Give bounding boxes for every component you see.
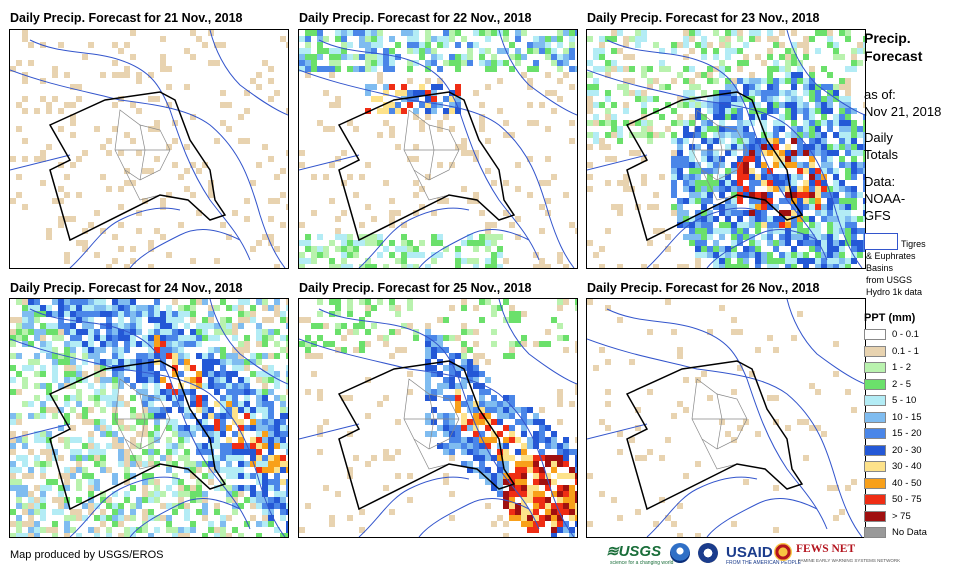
panel-title-22: Daily Precip. Forecast for 22 Nov., 2018	[299, 11, 532, 25]
usaid-tagline: FROM THE AMERICAN PEOPLE	[726, 560, 801, 566]
usgs-logo: ≋USGS	[606, 543, 662, 560]
usaid-seal-icon	[698, 543, 718, 563]
legend-swatch	[864, 527, 886, 538]
legend-label: 1 - 2	[892, 362, 912, 373]
basin-line5: Hydro 1k data	[866, 287, 923, 297]
legend-label: > 75	[892, 510, 911, 522]
asof-block: as of: Nov 21, 2018	[864, 86, 941, 120]
fews-net-logo: FEWS NET	[796, 543, 856, 555]
map-canvas	[587, 30, 865, 268]
panel-title-24: Daily Precip. Forecast for 24 Nov., 2018	[10, 281, 243, 295]
forecast-map-25	[298, 298, 578, 538]
legend-label: 2 - 5	[892, 378, 912, 390]
basin-line2: & Euphrates	[866, 251, 916, 261]
basin-line4: from USGS	[866, 275, 913, 285]
forecast-map-22	[298, 29, 578, 269]
noaa-logo-icon	[670, 543, 690, 563]
panel-title-26: Daily Precip. Forecast for 26 Nov., 2018	[587, 281, 820, 295]
daily-line2: Totals	[864, 147, 898, 162]
basin-line1: Tigres	[901, 239, 926, 249]
legend-swatch	[864, 362, 886, 373]
agency-logos: ≋USGS science for a changing world USAID…	[606, 540, 900, 570]
panel-title-21: Daily Precip. Forecast for 21 Nov., 2018	[10, 11, 243, 25]
sidebar-title-line1: Precip.	[864, 30, 911, 46]
legend-swatch	[864, 345, 886, 357]
legend-swatch	[864, 428, 886, 439]
credit-text: Map produced by USGS/EROS	[10, 549, 164, 561]
map-canvas	[299, 299, 577, 537]
legend-label: 15 - 20	[892, 428, 922, 439]
legend-label: 0 - 0.1	[892, 329, 919, 340]
basin-legend-swatch	[864, 233, 898, 250]
legend-swatch	[864, 329, 886, 340]
data-line3: GFS	[864, 208, 891, 223]
legend-swatch	[864, 411, 886, 423]
map-canvas	[299, 30, 577, 268]
map-canvas	[10, 299, 288, 537]
usgs-tagline: science for a changing world	[610, 560, 674, 566]
legend-swatch	[864, 510, 886, 522]
legend-swatch	[864, 494, 886, 505]
legend-label: 10 - 15	[892, 411, 922, 423]
legend-swatch	[864, 461, 886, 472]
data-source-block: Data: NOAA- GFS	[864, 173, 905, 224]
data-line1: Data:	[864, 174, 896, 189]
forecast-map-26	[586, 298, 866, 538]
legend-label: 40 - 50	[892, 477, 922, 489]
usaid-logo: USAID	[726, 544, 773, 561]
fews-net-tagline: FAMINE EARLY WARNING SYSTEMS NETWORK	[798, 558, 901, 563]
daily-line1: Daily	[864, 130, 893, 145]
map-canvas	[587, 299, 865, 537]
legend-label: 50 - 75	[892, 494, 922, 505]
legend-label: 20 - 30	[892, 444, 922, 456]
legend-swatch	[864, 444, 886, 456]
asof-date: Nov 21, 2018	[864, 104, 942, 119]
daily-totals-block: Daily Totals	[864, 129, 898, 163]
legend-title: PPT (mm)	[864, 312, 916, 324]
panel-title-25: Daily Precip. Forecast for 25 Nov., 2018	[299, 281, 532, 295]
basin-line3: Basins	[866, 263, 894, 273]
data-line2: NOAA-	[864, 191, 906, 206]
legend-swatch	[864, 477, 886, 489]
map-canvas	[10, 30, 288, 268]
forecast-map-23	[586, 29, 866, 269]
sidebar-title-line2: Forecast	[864, 48, 923, 64]
basin-legend-text: Tigres & Euphrates Basins from USGS Hydr…	[866, 238, 966, 298]
sidebar-title: Precip. Forecast	[864, 29, 922, 65]
legend-swatch	[864, 395, 886, 406]
forecast-map-24	[9, 298, 289, 538]
forecast-map-21	[9, 29, 289, 269]
legend-label: 0.1 - 1	[892, 345, 919, 357]
legend-label: 5 - 10	[892, 395, 917, 406]
legend-label: No Data	[892, 527, 927, 538]
asof-label: as of:	[864, 87, 896, 102]
legend-label: 30 - 40	[892, 461, 922, 472]
panel-title-23: Daily Precip. Forecast for 23 Nov., 2018	[587, 11, 820, 25]
legend-swatch	[864, 378, 886, 390]
fews-net-emblem-icon	[774, 543, 792, 561]
